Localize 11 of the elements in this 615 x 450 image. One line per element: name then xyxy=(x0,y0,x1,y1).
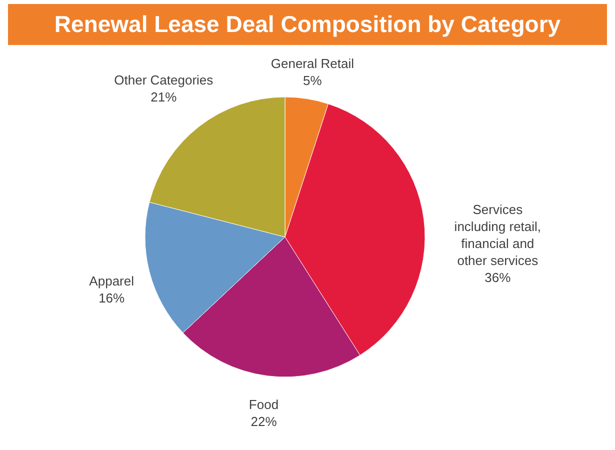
data-label: 5% xyxy=(303,72,322,88)
chart-title: Renewal Lease Deal Composition by Category xyxy=(8,4,607,45)
data-label: 21% xyxy=(150,90,178,105)
slice-label: Food xyxy=(248,397,279,412)
slice-label: Other Categories xyxy=(114,72,214,88)
data-label: 22% xyxy=(250,414,278,430)
data-label: 16% xyxy=(98,290,126,306)
data-label: 36% xyxy=(484,270,512,286)
slice-label: General Retail xyxy=(270,56,354,71)
slice-label: Apparel xyxy=(89,274,134,289)
slice-label: Services including retail, financial and other services xyxy=(454,202,542,268)
